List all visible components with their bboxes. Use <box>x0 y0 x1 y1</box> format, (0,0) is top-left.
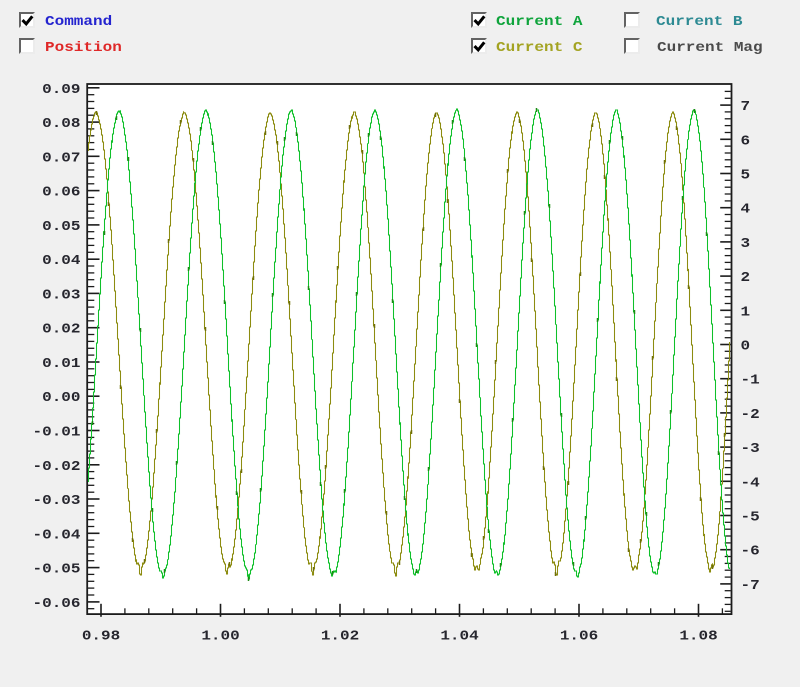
svg-text:1.08: 1.08 <box>679 629 718 644</box>
svg-text:0.03: 0.03 <box>42 288 81 303</box>
svg-text:0.07: 0.07 <box>42 151 80 166</box>
svg-text:-0.06: -0.06 <box>33 597 81 612</box>
svg-text:0.05: 0.05 <box>42 220 81 235</box>
svg-text:-0.02: -0.02 <box>33 460 81 475</box>
svg-text:-0.04: -0.04 <box>33 528 81 543</box>
svg-text:-1: -1 <box>741 374 760 389</box>
svg-text:1.00: 1.00 <box>201 629 240 644</box>
svg-text:4: 4 <box>741 203 751 218</box>
svg-text:0.09: 0.09 <box>42 83 80 98</box>
svg-text:-4: -4 <box>741 476 760 491</box>
svg-text:6: 6 <box>741 134 751 149</box>
svg-text:1: 1 <box>741 305 751 320</box>
svg-text:3: 3 <box>741 237 751 252</box>
svg-text:0.00: 0.00 <box>42 391 81 406</box>
svg-text:-6: -6 <box>741 545 760 560</box>
svg-text:0.04: 0.04 <box>42 254 81 269</box>
svg-text:1.04: 1.04 <box>440 629 479 644</box>
svg-text:0.06: 0.06 <box>42 186 81 201</box>
svg-text:7: 7 <box>741 100 751 115</box>
svg-text:2: 2 <box>741 271 751 286</box>
svg-text:-3: -3 <box>741 442 760 457</box>
svg-text:-0.05: -0.05 <box>33 563 81 578</box>
svg-text:1.06: 1.06 <box>560 629 599 644</box>
svg-text:-0.03: -0.03 <box>33 494 81 509</box>
svg-text:0.98: 0.98 <box>82 629 121 644</box>
svg-text:0.08: 0.08 <box>42 117 81 132</box>
svg-text:0.02: 0.02 <box>42 323 80 338</box>
svg-text:0.01: 0.01 <box>42 357 81 372</box>
svg-text:5: 5 <box>741 168 751 183</box>
svg-text:-7: -7 <box>741 579 760 594</box>
svg-text:0: 0 <box>741 339 751 354</box>
svg-text:-2: -2 <box>741 408 760 423</box>
svg-text:-5: -5 <box>741 510 760 525</box>
svg-text:1.02: 1.02 <box>321 629 359 644</box>
svg-text:-0.01: -0.01 <box>33 425 81 440</box>
